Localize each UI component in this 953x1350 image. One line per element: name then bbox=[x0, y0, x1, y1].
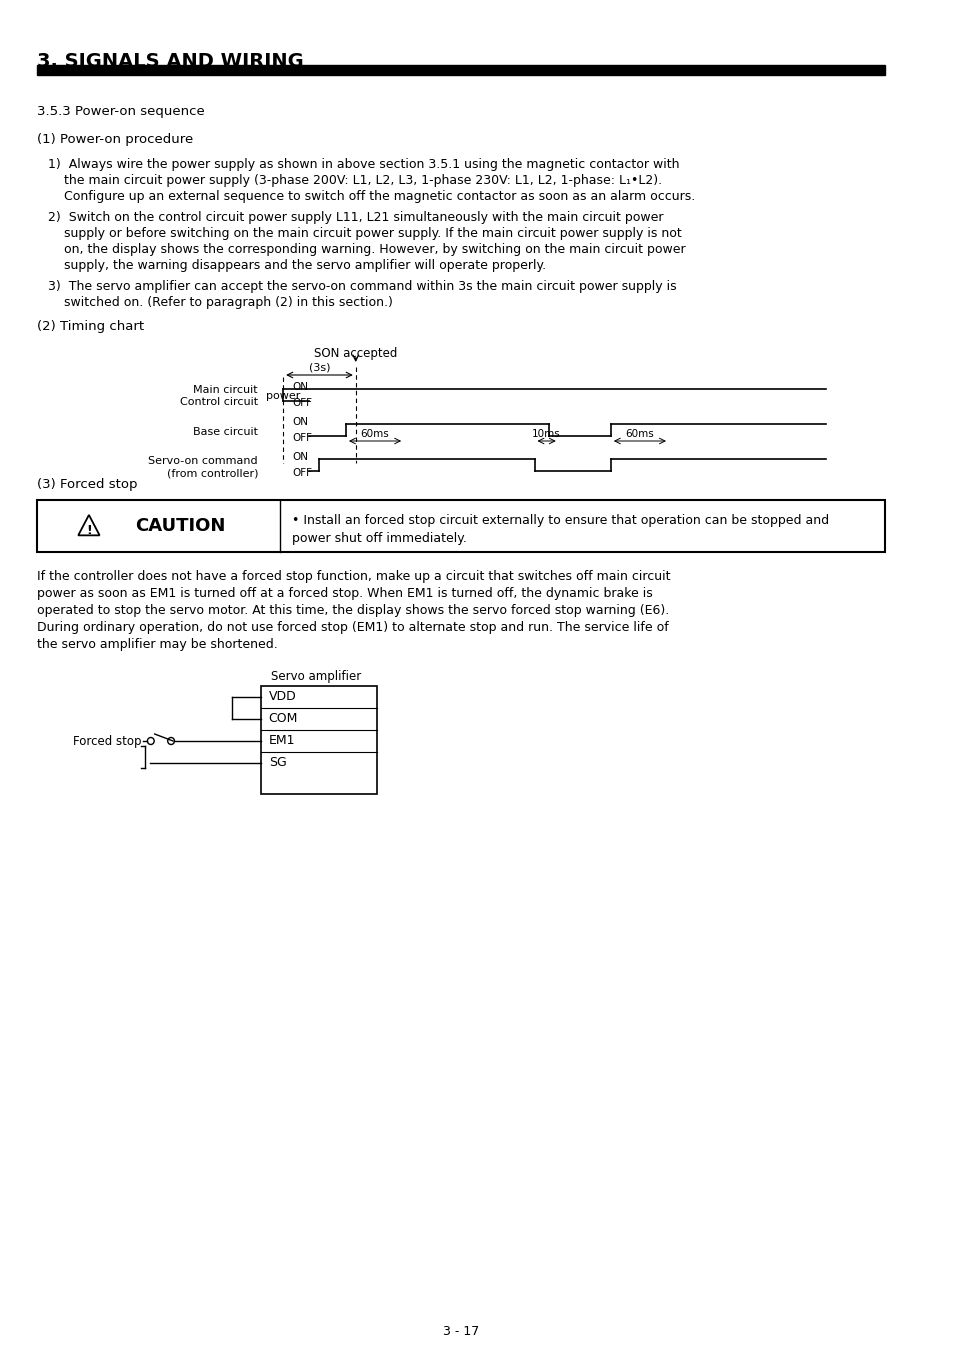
Text: !: ! bbox=[86, 524, 91, 536]
Text: Configure up an external sequence to switch off the magnetic contactor as soon a: Configure up an external sequence to swi… bbox=[49, 190, 695, 202]
Text: the main circuit power supply (3‑phase 200V: L1, L2, L3, 1‑phase 230V: L1, L2, 1: the main circuit power supply (3‑phase 2… bbox=[49, 174, 661, 188]
Text: OFF: OFF bbox=[292, 398, 312, 408]
Text: During ordinary operation, do not use forced stop (EM1) to alternate stop and ru: During ordinary operation, do not use fo… bbox=[37, 621, 668, 634]
Text: OFF: OFF bbox=[292, 468, 312, 478]
Text: 2)  Switch on the control circuit power supply L11, L21 simultaneously with the : 2) Switch on the control circuit power s… bbox=[49, 211, 663, 224]
Text: 1)  Always wire the power supply as shown in above section 3.5.1 using the magne: 1) Always wire the power supply as shown… bbox=[49, 158, 679, 171]
Text: ON: ON bbox=[292, 382, 308, 391]
Text: COM: COM bbox=[269, 713, 297, 725]
Text: supply, the warning disappears and the servo amplifier will operate properly.: supply, the warning disappears and the s… bbox=[49, 259, 546, 271]
Text: CAUTION: CAUTION bbox=[135, 517, 226, 535]
Text: (3) Forced stop: (3) Forced stop bbox=[37, 478, 137, 491]
Text: ON: ON bbox=[292, 417, 308, 427]
Text: Main circuit: Main circuit bbox=[193, 385, 258, 396]
Text: Control circuit: Control circuit bbox=[180, 397, 258, 406]
Text: Forced stop: Forced stop bbox=[72, 734, 141, 748]
Text: (from controller): (from controller) bbox=[167, 468, 258, 478]
Text: • Install an forced stop circuit externally to ensure that operation can be stop: • Install an forced stop circuit externa… bbox=[292, 514, 828, 526]
Text: Servo amplifier: Servo amplifier bbox=[271, 670, 360, 683]
Text: 3 - 17: 3 - 17 bbox=[442, 1324, 478, 1338]
Text: 3.5.3 Power-on sequence: 3.5.3 Power-on sequence bbox=[37, 105, 204, 117]
Text: (3s): (3s) bbox=[309, 363, 330, 373]
Text: supply or before switching on the main circuit power supply. If the main circuit: supply or before switching on the main c… bbox=[49, 227, 681, 240]
Text: the servo amplifier may be shortened.: the servo amplifier may be shortened. bbox=[37, 639, 277, 651]
Text: OFF: OFF bbox=[292, 433, 312, 443]
Text: power shut off immediately.: power shut off immediately. bbox=[292, 532, 466, 545]
Text: If the controller does not have a forced stop function, make up a circuit that s: If the controller does not have a forced… bbox=[37, 570, 670, 583]
Bar bbox=[261, 686, 376, 794]
Bar bbox=[37, 500, 884, 552]
Text: (1) Power-on procedure: (1) Power-on procedure bbox=[37, 134, 193, 146]
Bar bbox=[37, 65, 884, 76]
Text: 3. SIGNALS AND WIRING: 3. SIGNALS AND WIRING bbox=[37, 53, 303, 72]
Text: Servo-on command: Servo-on command bbox=[149, 456, 258, 466]
Text: 3)  The servo amplifier can accept the servo‑on command within 3s the main circu: 3) The servo amplifier can accept the se… bbox=[49, 279, 677, 293]
Text: power as soon as EM1 is turned off at a forced stop. When EM1 is turned off, the: power as soon as EM1 is turned off at a … bbox=[37, 587, 652, 599]
Text: switched on. (Refer to paragraph (2) in this section.): switched on. (Refer to paragraph (2) in … bbox=[49, 296, 393, 309]
Text: 60ms: 60ms bbox=[360, 429, 389, 439]
Text: 10ms: 10ms bbox=[532, 429, 560, 439]
Text: 60ms: 60ms bbox=[625, 429, 654, 439]
Text: (2) Timing chart: (2) Timing chart bbox=[37, 320, 144, 333]
Text: ON: ON bbox=[292, 452, 308, 462]
Text: SON accepted: SON accepted bbox=[314, 347, 397, 360]
Text: on, the display shows the corresponding warning. However, by switching on the ma: on, the display shows the corresponding … bbox=[49, 243, 685, 256]
Text: operated to stop the servo motor. At this time, the display shows the servo forc: operated to stop the servo motor. At thi… bbox=[37, 603, 668, 617]
Text: power: power bbox=[266, 392, 300, 401]
Text: VDD: VDD bbox=[269, 690, 296, 703]
Text: SG: SG bbox=[269, 756, 286, 770]
Text: EM1: EM1 bbox=[269, 734, 294, 748]
Text: Base circuit: Base circuit bbox=[193, 427, 258, 437]
